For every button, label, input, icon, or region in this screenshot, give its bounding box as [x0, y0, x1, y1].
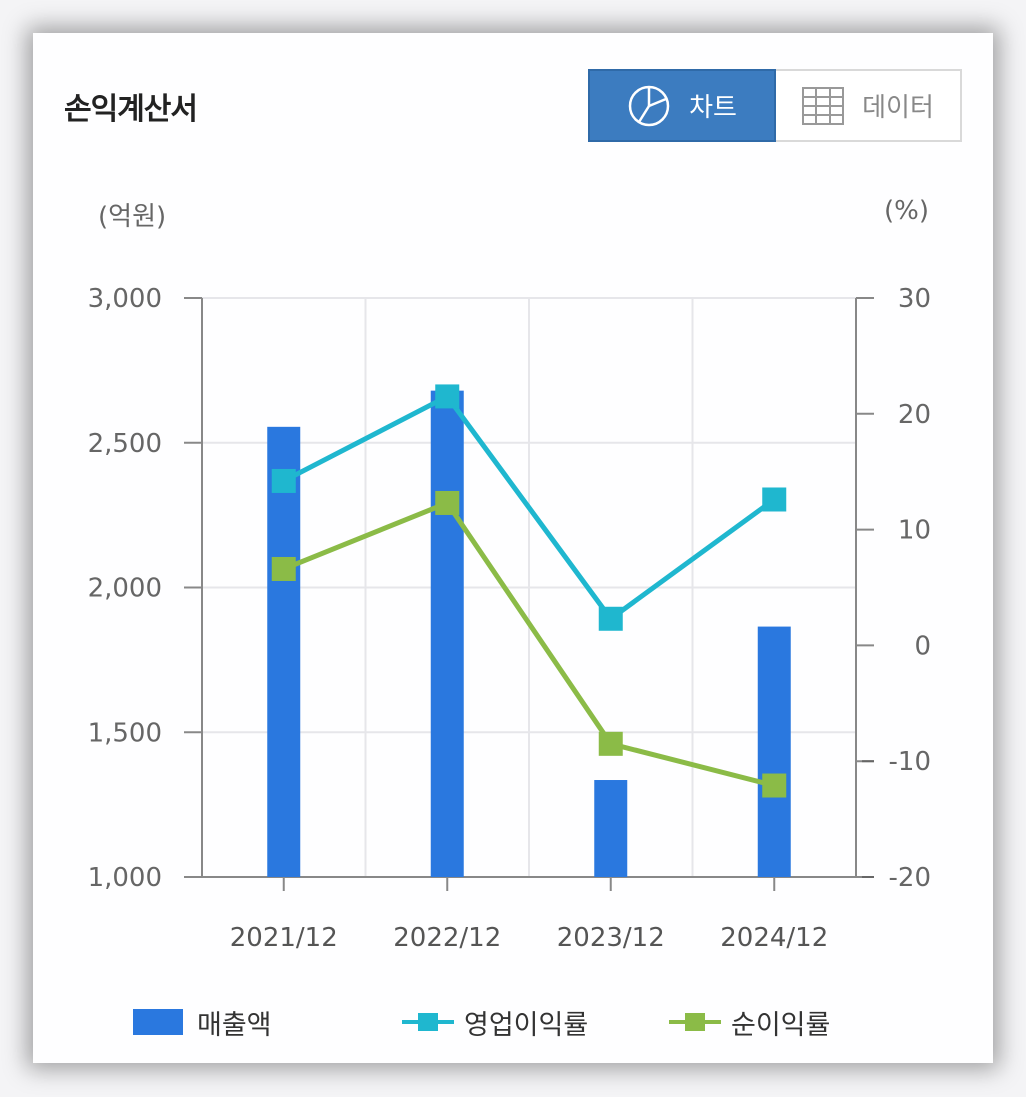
point-operating-margin	[598, 606, 623, 631]
legend-swatch-net-margin	[669, 1013, 721, 1031]
bar-sales	[430, 390, 464, 877]
tab-data[interactable]: 데이터	[776, 69, 962, 142]
legend-item-sales[interactable]: 매출액	[133, 1002, 272, 1042]
line-operating-margin	[282, 393, 776, 623]
legend-label-net-margin: 순이익률	[731, 1009, 831, 1041]
legend-label-sales: 매출액	[197, 1009, 272, 1041]
point-net-margin	[271, 556, 296, 581]
x-tick-label: 2024/12	[720, 923, 828, 953]
point-net-margin	[435, 490, 460, 515]
table-grid-icon	[802, 86, 845, 125]
page-title: 손익계산서	[64, 92, 198, 127]
left-tick-label: 1,500	[88, 718, 162, 748]
legend-item-operating-margin[interactable]: 영업이익률	[400, 1002, 588, 1042]
tab-chart[interactable]: 차트	[588, 69, 776, 142]
right-tick-label: -10	[889, 747, 931, 777]
legend-swatch-operating-margin	[402, 1013, 454, 1031]
legend-item-net-margin[interactable]: 순이익률	[667, 1002, 830, 1042]
point-operating-margin	[435, 384, 460, 409]
point-net-margin	[762, 773, 787, 798]
right-tick-label: -20	[889, 863, 931, 893]
x-tick-label: 2022/12	[393, 923, 501, 953]
line-net-margin	[282, 499, 775, 788]
pie-chart-icon	[628, 85, 670, 126]
bar-sales	[267, 426, 301, 877]
legend-label-operating-margin: 영업이익률	[464, 1009, 589, 1041]
left-tick-label: 1,000	[88, 863, 162, 893]
income-statement-card	[33, 33, 993, 1063]
right-tick-label: 30	[898, 284, 931, 314]
point-operating-margin	[762, 487, 787, 512]
right-axis-unit: (%)	[884, 196, 929, 226]
tab-data-label: 데이터	[862, 93, 934, 123]
x-tick-label: 2021/12	[230, 923, 338, 953]
point-net-margin	[598, 731, 623, 756]
point-operating-margin	[271, 468, 296, 493]
tab-chart-label: 차트	[689, 93, 737, 123]
right-tick-label: 10	[898, 516, 931, 546]
bar-sales	[594, 780, 628, 877]
left-tick-label: 2,500	[88, 429, 162, 459]
left-axis-unit: (억원)	[98, 202, 167, 232]
x-tick-label: 2023/12	[557, 923, 665, 953]
right-tick-label: 0	[914, 631, 931, 661]
left-tick-label: 2,000	[88, 574, 162, 604]
left-tick-label: 3,000	[88, 284, 162, 314]
bar-sales	[757, 626, 791, 877]
legend-swatch-sales	[133, 1009, 183, 1035]
right-tick-label: 20	[898, 400, 931, 430]
